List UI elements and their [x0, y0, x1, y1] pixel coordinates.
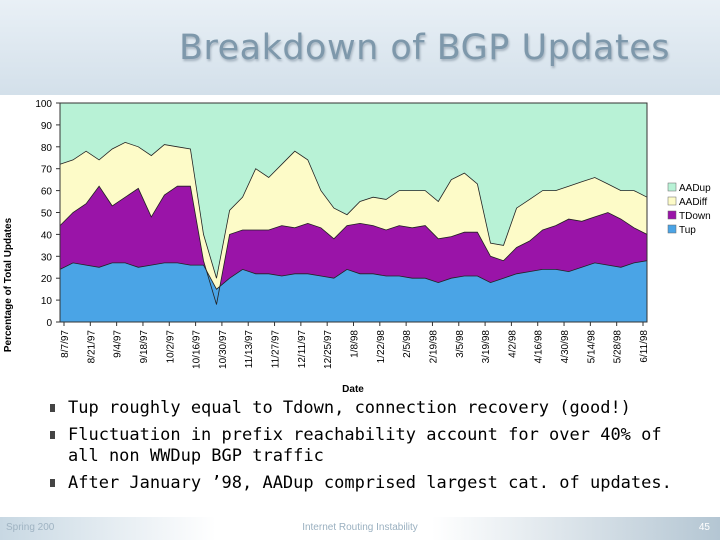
- x-tick-label: 3/19/98: [481, 330, 492, 364]
- x-tick-label: 11/13/97: [244, 330, 255, 369]
- x-tick-label: 4/30/98: [560, 330, 571, 364]
- x-tick-label: 5/28/98: [613, 330, 624, 364]
- x-tick-label: 9/18/97: [139, 330, 150, 364]
- bullet-text: After January ’98, AADup comprised large…: [68, 473, 672, 493]
- x-tick-label: 4/16/98: [534, 330, 545, 364]
- bullet-marker: [50, 479, 55, 487]
- x-tick-label: 10/2/97: [165, 330, 176, 364]
- series-line-tup: [59, 260, 648, 290]
- legend-swatch-aadiff: [667, 196, 677, 206]
- legend-swatch-aadup: [667, 182, 677, 192]
- x-tick-label: 5/14/98: [586, 330, 597, 364]
- bullet-item: Tup roughly equal to Tdown, connection r…: [50, 398, 698, 419]
- title-band: [0, 0, 720, 95]
- x-axis-label: Date: [342, 384, 364, 395]
- bgp-updates-chart: 0 10 20 30 40 50 60 70 80 90 100 8/7/97 8/21/97 9/4/…: [0, 95, 720, 400]
- x-tick-label: 4/2/98: [507, 330, 518, 358]
- x-tick-label: 8/21/97: [86, 330, 97, 364]
- y-tick-label: 90: [41, 121, 53, 132]
- x-tick-label: 12/11/97: [297, 330, 308, 369]
- legend-label-tdown: TDown: [679, 211, 711, 222]
- x-tick-label: 11/27/97: [271, 330, 282, 369]
- x-tick-label: 6/11/98: [639, 330, 650, 363]
- y-axis-label: Percentage of Total Updates: [3, 217, 14, 352]
- chart-svg: 0 10 20 30 40 50 60 70 80 90 100 8/7/97 8/21/97 9/4/…: [3, 99, 711, 395]
- footer-topic: Internet Routing Instability: [302, 522, 418, 533]
- bullet-text: Fluctuation in prefix reachability accou…: [68, 425, 662, 466]
- bullet-marker: [50, 431, 55, 439]
- series-line-aadiff: [59, 141, 648, 279]
- bullet-marker: [50, 404, 55, 412]
- series-line-tdown: [59, 185, 648, 305]
- y-tick-label: 50: [41, 209, 53, 220]
- legend-swatch-tdown: [667, 210, 677, 220]
- area-tup: [60, 260, 647, 322]
- y-tick-label: 80: [41, 143, 53, 154]
- y-tick-label: 40: [41, 230, 53, 241]
- bullet-text: Tup roughly equal to Tdown, connection r…: [68, 398, 631, 418]
- x-tick-label: 2/5/98: [402, 330, 413, 358]
- y-tick-label: 30: [41, 252, 53, 263]
- legend-swatch-tup: [667, 224, 677, 234]
- x-tick-label: 12/25/97: [323, 330, 334, 369]
- slide-title: Breakdown of BGP Updates: [178, 28, 670, 68]
- x-tick-label: 1/22/98: [376, 330, 387, 364]
- footer-course: Spring 200: [6, 522, 55, 533]
- legend-label-aadiff: AADiff: [679, 197, 707, 208]
- bullet-item: After January ’98, AADup comprised large…: [50, 473, 698, 494]
- bullet-item: Fluctuation in prefix reachability accou…: [50, 425, 698, 467]
- x-tick-label: 1/8/98: [350, 330, 361, 358]
- x-tick-label: 9/4/97: [113, 330, 124, 358]
- y-tick-label: 100: [35, 99, 52, 110]
- x-tick-label: 10/16/97: [192, 330, 203, 369]
- slide-footer: Spring 200 Internet Routing Instability …: [0, 517, 720, 540]
- x-tick-label: 2/19/98: [428, 330, 439, 364]
- x-tick-label: 3/5/98: [455, 330, 466, 358]
- slide-number: 45: [698, 522, 710, 533]
- y-tick-label: 70: [41, 165, 53, 176]
- x-tick-label: 10/30/97: [218, 330, 229, 369]
- y-tick-label: 20: [41, 274, 53, 285]
- bullet-list: Tup roughly equal to Tdown, connection r…: [50, 398, 698, 500]
- y-tick-label: 60: [41, 187, 53, 198]
- y-tick-label: 10: [41, 296, 53, 307]
- y-tick-label: 0: [46, 318, 52, 329]
- legend-label-aadup: AADup: [679, 183, 711, 194]
- legend-label-tup: Tup: [679, 225, 696, 236]
- x-tick-label: 8/7/97: [60, 330, 71, 358]
